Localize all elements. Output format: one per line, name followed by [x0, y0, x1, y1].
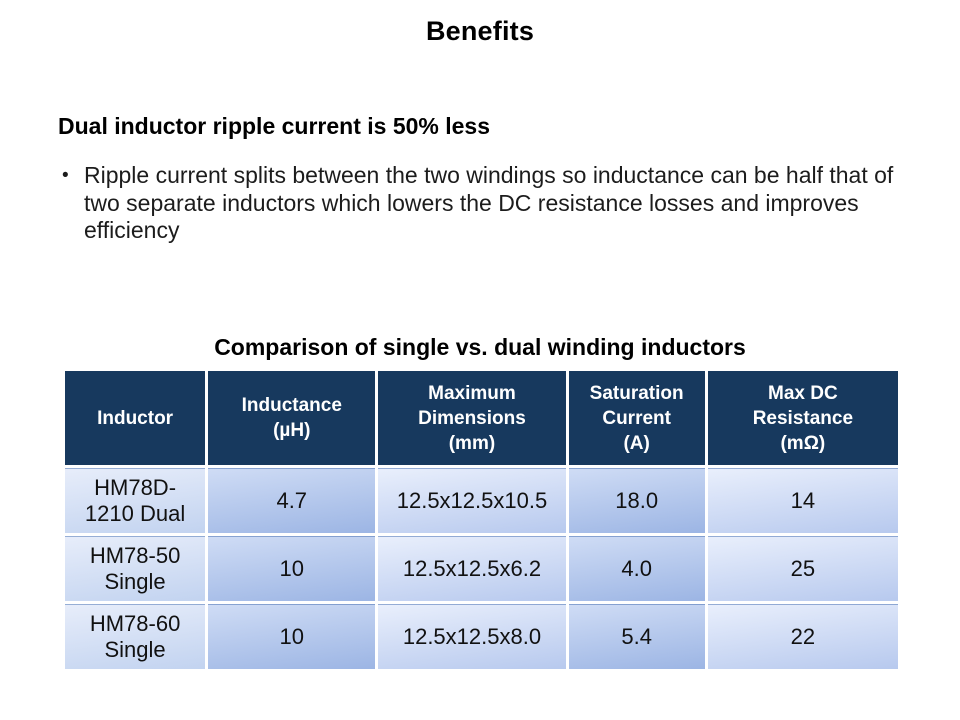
cell-saturation: 5.4: [568, 604, 705, 669]
col-header-inductor: Inductor: [65, 371, 206, 465]
col-header-saturation-current: Saturation Current (A): [568, 371, 705, 465]
bullet-marker: •: [62, 165, 69, 186]
cell-inductor-name: HM78-50 Single: [65, 536, 206, 601]
bullet-item: • Ripple current splits between the two …: [62, 162, 912, 245]
cell-resistance: 14: [707, 468, 898, 533]
slide-title: Benefits: [425, 16, 535, 46]
cell-inductance: 10: [208, 604, 376, 669]
cell-dimensions: 12.5x12.5x8.0: [378, 604, 566, 669]
table-row-hm78d-1210-dual: HM78D- 1210 Dual 4.7 12.5x12.5x10.5 18.0…: [65, 468, 898, 533]
bullet-text: Ripple current splits between the two wi…: [84, 162, 894, 243]
cell-resistance: 22: [707, 604, 898, 669]
section-heading: Dual inductor ripple current is 50% less: [58, 113, 491, 139]
col-header-max-dc-resistance: Max DC Resistance (mΩ): [707, 371, 898, 465]
cell-inductance: 10: [208, 536, 376, 601]
table-title: Comparison of single vs. dual winding in…: [214, 334, 746, 360]
table-row-hm78-50-single: HM78-50 Single 10 12.5x12.5x6.2 4.0 25: [65, 536, 898, 601]
table-header-row: Inductor Inductance (µH) Maximum Dimensi…: [65, 371, 898, 465]
cell-inductance: 4.7: [208, 468, 376, 533]
cell-inductor-name: HM78D- 1210 Dual: [65, 468, 206, 533]
cell-saturation: 4.0: [568, 536, 705, 601]
table-row-hm78-60-single: HM78-60 Single 10 12.5x12.5x8.0 5.4 22: [65, 604, 898, 669]
col-header-inductance: Inductance (µH): [208, 371, 376, 465]
cell-dimensions: 12.5x12.5x6.2: [378, 536, 566, 601]
cell-resistance: 25: [707, 536, 898, 601]
comparison-table: Inductor Inductance (µH) Maximum Dimensi…: [62, 368, 901, 672]
cell-saturation: 18.0: [568, 468, 705, 533]
cell-inductor-name: HM78-60 Single: [65, 604, 206, 669]
col-header-max-dimensions: Maximum Dimensions (mm): [378, 371, 566, 465]
cell-dimensions: 12.5x12.5x10.5: [378, 468, 566, 533]
